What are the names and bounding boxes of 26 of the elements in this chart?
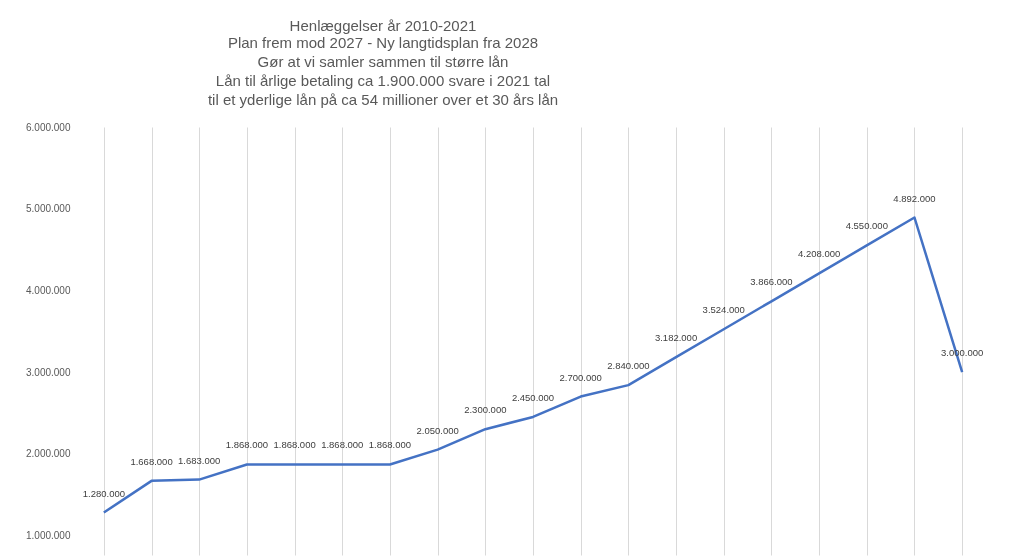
data-label: 4.208.000 [797,248,841,260]
y-tick-label: 2.000.000 [26,448,71,460]
data-label: 3.524.000 [702,304,745,316]
data-label: 1.868.000 [225,439,269,451]
y-tick-label: 4.000.000 [26,284,71,296]
chart-title: Henlæggelser år 2010-2021 [289,17,477,34]
data-label: 4.550.000 [845,220,888,232]
data-label: 2.050.000 [416,424,459,436]
data-label: 2.450.000 [511,391,555,403]
y-tick-label: 1.000.000 [26,529,71,541]
y-tick-label: 3.000.000 [26,366,71,378]
data-label: 1.668.000 [130,455,173,467]
data-label: 1.868.000 [368,439,412,451]
data-label: 2.700.000 [559,371,602,383]
data-label: 1.683.000 [178,454,221,466]
y-tick-label: 6.000.000 [26,121,71,133]
data-label: 2.840.000 [607,360,650,372]
data-label: 4.892.000 [893,192,936,204]
data-label: 3.866.000 [750,276,793,288]
data-label: 1.280.000 [82,487,125,499]
chart-subtitle: Plan frem mod 2027 - Ny langtidsplan fra 2028 Gør at vi samler sammen til større lån Lån til årlige betaling ca 1.900.000 svare i 2021 tal til et yderlige lån på ca 54 millioner over et 30 års lån [207,34,559,108]
y-tick-label: 5.000.000 [26,203,71,215]
data-label: 3.182.000 [654,332,698,344]
data-label: 1.868.000 [321,439,364,451]
data-label: 2.300.000 [464,404,507,416]
data-label: 1.868.000 [273,439,316,451]
